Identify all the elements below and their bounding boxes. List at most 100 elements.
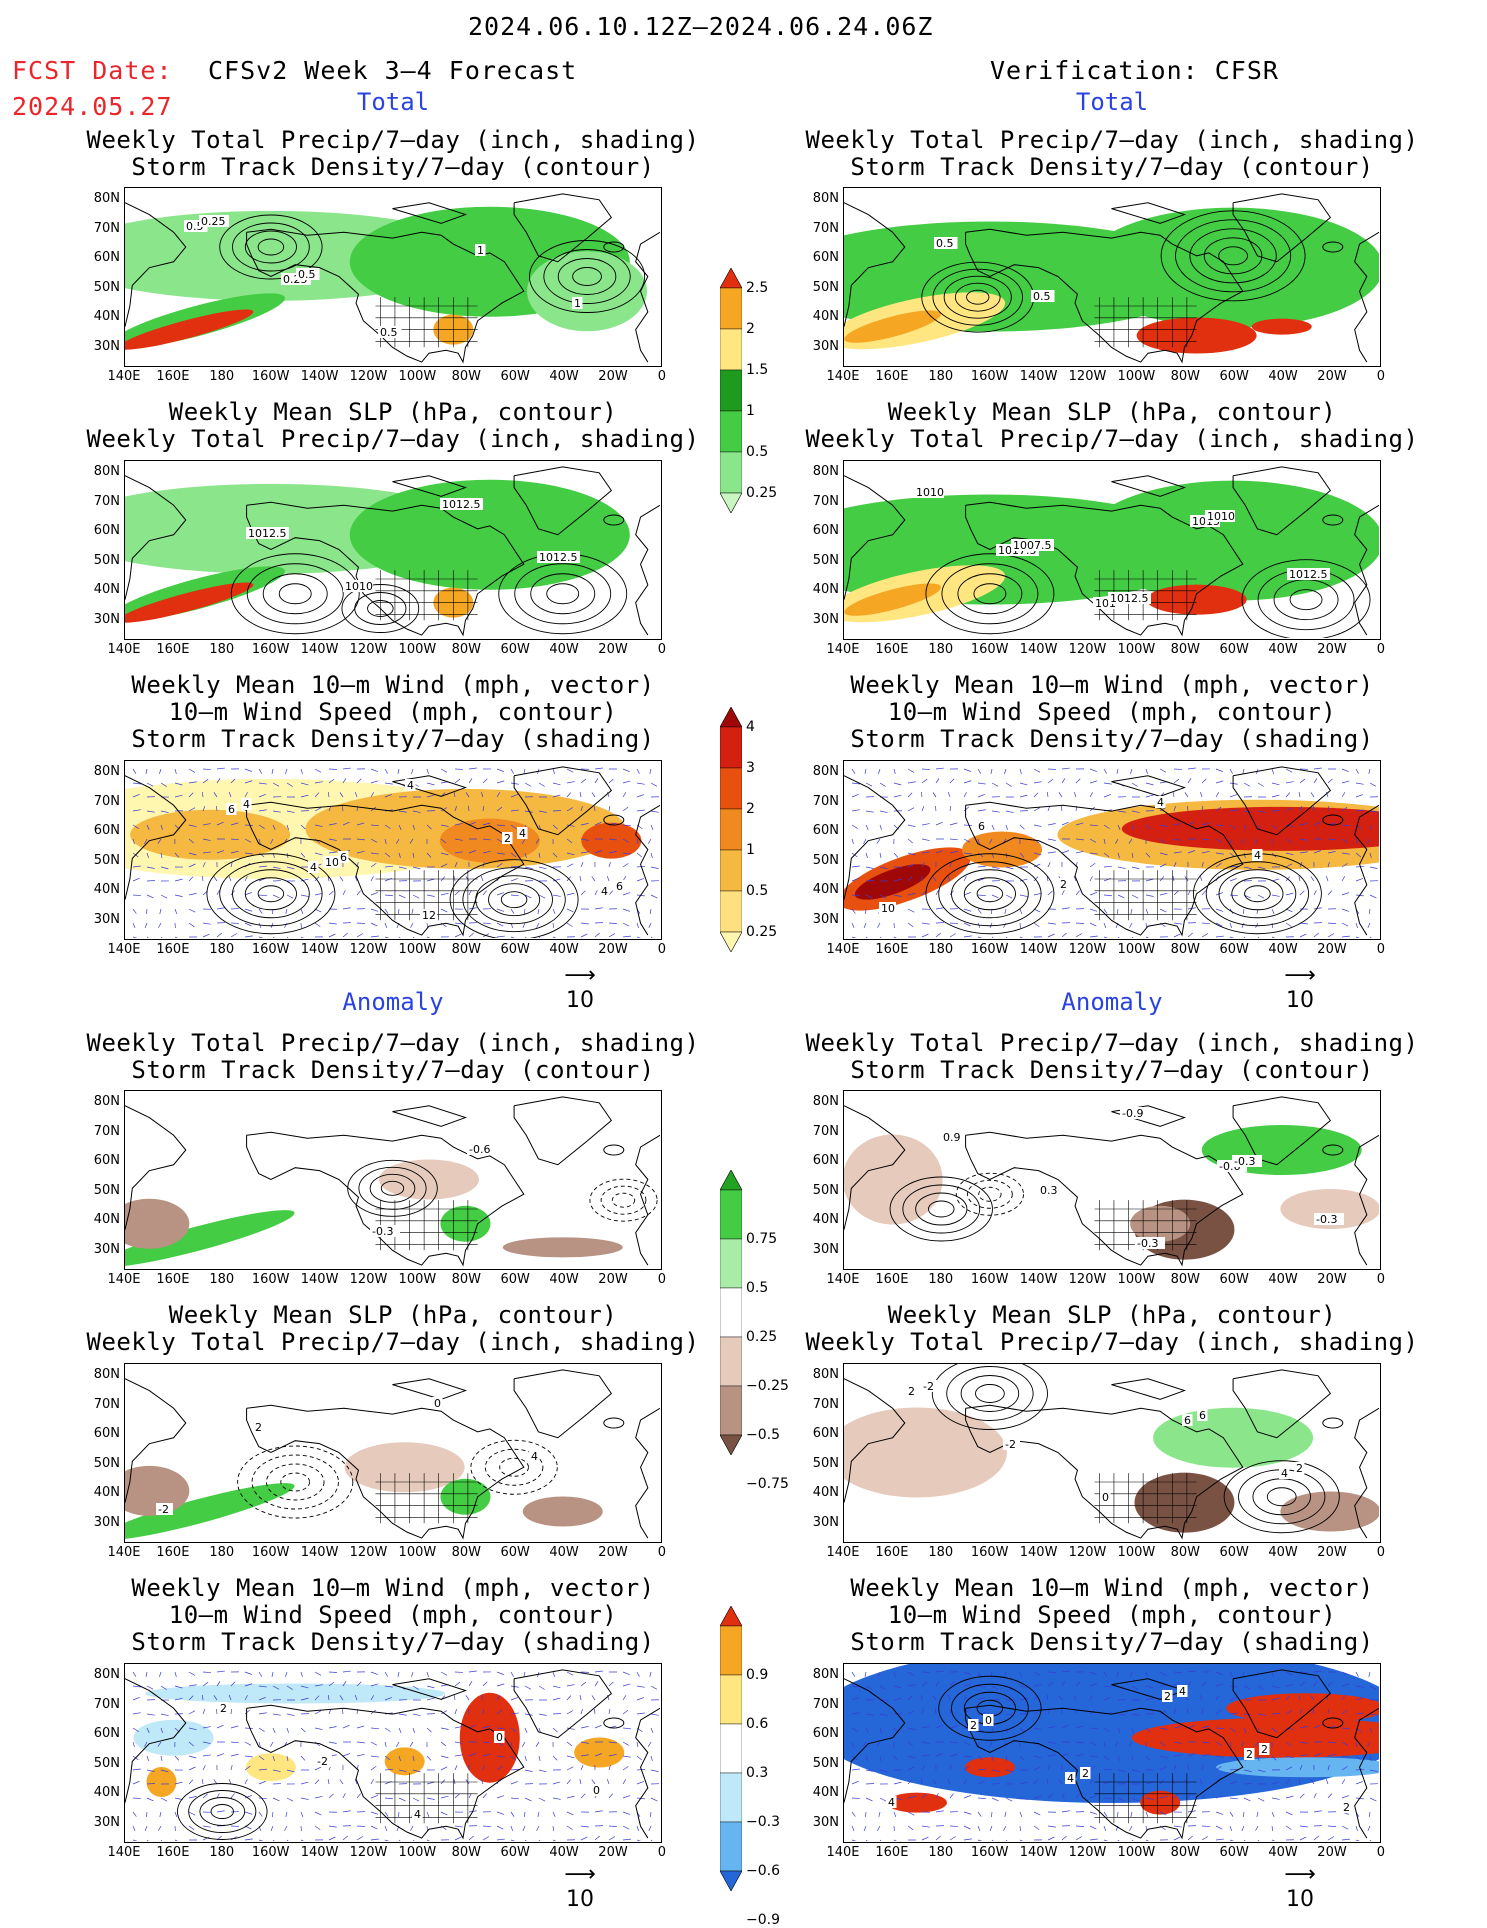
svg-text:4: 4: [888, 1796, 895, 1809]
colorbar-tick-label: 0.5: [746, 1280, 768, 1296]
lon-tick-label: 160E: [148, 1845, 198, 1860]
lon-tick-label: 160E: [148, 642, 198, 657]
lat-tick-label: 30N: [86, 1242, 120, 1257]
lon-tick-label: 100W: [392, 1272, 442, 1287]
lat-tick-label: 40N: [86, 882, 120, 897]
lon-tick-label: 180: [197, 642, 247, 657]
lon-tick-label: 160W: [246, 942, 296, 957]
lon-tick-label: 140W: [295, 1845, 345, 1860]
lon-tick-label: 20W: [1307, 369, 1357, 384]
lon-tick-label: 160E: [148, 1545, 198, 1560]
lon-tick-label: 80W: [1160, 642, 1210, 657]
lon-tick-label: 40W: [539, 642, 589, 657]
title-p7: Weekly Total Precip/7–day (inch, shading…: [63, 1030, 723, 1084]
lon-tick-label: 160W: [965, 642, 1015, 657]
lat-tick-label: 50N: [86, 1456, 120, 1471]
lat-tick-label: 60N: [86, 823, 120, 838]
lat-tick-label: 30N: [86, 1815, 120, 1830]
lon-tick-label: 40W: [1258, 1845, 1308, 1860]
lon-tick-label: 140E: [99, 1845, 149, 1860]
lon-tick-label: 20W: [1307, 1272, 1357, 1287]
lat-tick-label: 40N: [805, 1485, 839, 1500]
svg-text:6: 6: [978, 820, 985, 833]
svg-text:4: 4: [1179, 1685, 1186, 1698]
map-p7: -0.3-0.6: [124, 1090, 662, 1270]
colorbar-tick-label: 0.25: [746, 1329, 777, 1345]
lon-tick-label: 140E: [99, 942, 149, 957]
svg-text:1010: 1010: [345, 580, 373, 593]
colorbar-tick-label: −0.6: [746, 1863, 780, 1879]
lon-tick-label: 20W: [588, 642, 638, 657]
colorbar-tick-label: 0.6: [746, 1716, 768, 1732]
lon-tick-label: 180: [916, 369, 966, 384]
lon-tick-label: 40W: [1258, 642, 1308, 657]
lon-tick-label: 40W: [1258, 369, 1308, 384]
lon-tick-label: 180: [916, 642, 966, 657]
lat-tick-label: 70N: [805, 221, 839, 236]
lat-tick-label: 30N: [805, 1515, 839, 1530]
lon-tick-label: 80W: [1160, 1272, 1210, 1287]
lat-tick-label: 40N: [86, 1212, 120, 1227]
svg-text:1012.5: 1012.5: [1289, 568, 1328, 581]
lon-tick-label: 80W: [441, 942, 491, 957]
title-p9: Weekly Mean SLP (hPa, contour)Weekly Tot…: [63, 1302, 723, 1356]
lat-tick-label: 60N: [805, 823, 839, 838]
lon-tick-label: 140W: [1014, 642, 1064, 657]
lon-tick-label: 160W: [965, 942, 1015, 957]
lon-tick-label: 80W: [441, 1272, 491, 1287]
lon-tick-label: 0: [1356, 1545, 1406, 1560]
lat-tick-label: 30N: [86, 1515, 120, 1530]
lat-tick-label: 50N: [86, 280, 120, 295]
lon-tick-label: 140W: [295, 942, 345, 957]
lat-tick-label: 60N: [86, 1726, 120, 1741]
lon-tick-label: 80W: [441, 1845, 491, 1860]
right-total-heading: Total: [1012, 88, 1212, 116]
lat-tick-label: 60N: [805, 523, 839, 538]
lat-tick-label: 50N: [86, 853, 120, 868]
map-plot: 0.50.5: [844, 188, 1379, 365]
lat-tick-label: 80N: [805, 464, 839, 479]
lon-tick-label: 60W: [490, 1272, 540, 1287]
svg-text:0: 0: [593, 1784, 600, 1797]
svg-text:2: 2: [970, 1719, 977, 1732]
svg-text:6: 6: [1199, 1409, 1206, 1422]
lon-tick-label: 120W: [1063, 1545, 1113, 1560]
lon-tick-label: 0: [637, 642, 687, 657]
lat-tick-label: 70N: [86, 794, 120, 809]
lon-tick-label: 20W: [1307, 1545, 1357, 1560]
svg-text:4: 4: [407, 779, 414, 792]
lat-tick-label: 30N: [805, 1242, 839, 1257]
lon-tick-label: 160E: [148, 369, 198, 384]
title-p2: Weekly Total Precip/7–day (inch, shading…: [782, 127, 1442, 181]
svg-text:-0.3: -0.3: [1234, 1155, 1255, 1168]
svg-text:6: 6: [340, 851, 347, 864]
colorbar-tick-label: 0.5: [746, 883, 768, 899]
lon-tick-label: 160W: [246, 1272, 296, 1287]
lon-tick-label: 160E: [867, 1845, 917, 1860]
svg-text:4: 4: [310, 861, 317, 874]
vector-ref-right-total: ⟶10: [1275, 963, 1325, 1013]
svg-text:2: 2: [220, 1702, 227, 1715]
svg-text:6: 6: [616, 880, 623, 893]
lon-tick-label: 20W: [588, 369, 638, 384]
lat-tick-label: 50N: [86, 1183, 120, 1198]
lat-tick-label: 30N: [805, 612, 839, 627]
colorbar-tick-label: 0.75: [746, 1231, 777, 1247]
lon-tick-label: 120W: [344, 942, 394, 957]
lon-tick-label: 100W: [392, 642, 442, 657]
svg-text:2: 2: [908, 1385, 915, 1398]
lon-tick-label: 60W: [490, 369, 540, 384]
lon-tick-label: 180: [197, 1545, 247, 1560]
lat-tick-label: 50N: [805, 1456, 839, 1471]
svg-text:0: 0: [496, 1731, 503, 1744]
svg-text:0: 0: [985, 1714, 992, 1727]
lon-tick-label: 20W: [1307, 942, 1357, 957]
